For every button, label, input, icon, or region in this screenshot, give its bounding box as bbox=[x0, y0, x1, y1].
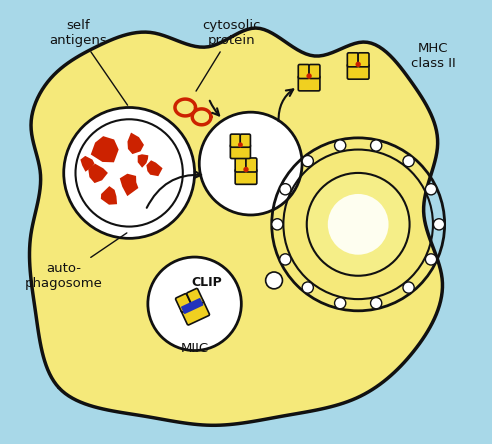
Polygon shape bbox=[138, 154, 148, 168]
Text: MHC
class II: MHC class II bbox=[410, 42, 455, 70]
Polygon shape bbox=[146, 160, 162, 176]
FancyBboxPatch shape bbox=[181, 300, 210, 325]
Circle shape bbox=[426, 184, 436, 195]
FancyBboxPatch shape bbox=[187, 289, 204, 307]
Circle shape bbox=[266, 272, 282, 289]
Circle shape bbox=[64, 107, 195, 238]
FancyBboxPatch shape bbox=[347, 64, 369, 79]
Polygon shape bbox=[101, 186, 117, 205]
FancyBboxPatch shape bbox=[240, 134, 250, 147]
Circle shape bbox=[370, 297, 382, 309]
Circle shape bbox=[307, 173, 409, 276]
Polygon shape bbox=[30, 28, 442, 425]
FancyBboxPatch shape bbox=[235, 158, 246, 172]
Circle shape bbox=[307, 73, 312, 79]
FancyBboxPatch shape bbox=[309, 64, 320, 79]
Circle shape bbox=[356, 62, 361, 67]
FancyBboxPatch shape bbox=[181, 298, 203, 314]
Circle shape bbox=[328, 194, 389, 255]
Circle shape bbox=[244, 167, 248, 172]
FancyBboxPatch shape bbox=[230, 134, 241, 147]
Text: MIIC: MIIC bbox=[181, 342, 209, 355]
Circle shape bbox=[148, 257, 242, 350]
Circle shape bbox=[403, 282, 414, 293]
Text: CLIP: CLIP bbox=[191, 276, 222, 289]
Polygon shape bbox=[80, 156, 94, 172]
Polygon shape bbox=[91, 136, 119, 163]
Circle shape bbox=[280, 184, 291, 195]
FancyBboxPatch shape bbox=[235, 169, 257, 184]
Circle shape bbox=[199, 112, 302, 215]
Circle shape bbox=[75, 119, 183, 226]
Circle shape bbox=[302, 155, 313, 167]
FancyBboxPatch shape bbox=[230, 144, 250, 159]
Text: auto-
phagosome: auto- phagosome bbox=[25, 233, 127, 290]
Text: self
antigens: self antigens bbox=[49, 19, 127, 105]
Circle shape bbox=[370, 140, 382, 151]
Polygon shape bbox=[127, 133, 144, 154]
FancyBboxPatch shape bbox=[347, 53, 358, 67]
FancyBboxPatch shape bbox=[246, 158, 257, 172]
FancyBboxPatch shape bbox=[298, 76, 320, 91]
Polygon shape bbox=[120, 174, 138, 196]
FancyBboxPatch shape bbox=[298, 64, 309, 79]
Polygon shape bbox=[88, 164, 108, 183]
Circle shape bbox=[272, 219, 283, 230]
Circle shape bbox=[335, 140, 346, 151]
Circle shape bbox=[238, 143, 243, 147]
Circle shape bbox=[426, 254, 436, 265]
FancyBboxPatch shape bbox=[358, 53, 369, 67]
Circle shape bbox=[280, 254, 291, 265]
Circle shape bbox=[335, 297, 346, 309]
FancyBboxPatch shape bbox=[176, 293, 192, 312]
Text: cytosolic
protein: cytosolic protein bbox=[196, 19, 261, 91]
Circle shape bbox=[403, 155, 414, 167]
Circle shape bbox=[433, 219, 445, 230]
Circle shape bbox=[302, 282, 313, 293]
